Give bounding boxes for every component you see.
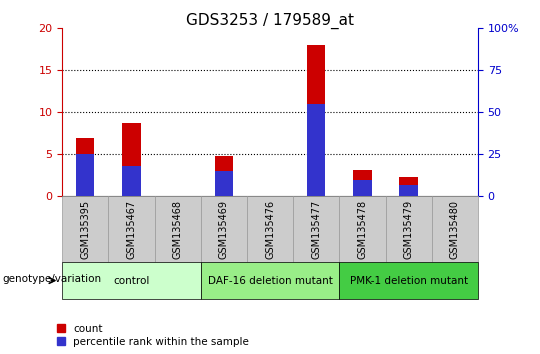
Text: GSM135479: GSM135479 (403, 200, 414, 259)
Bar (214, 171, 233, 196)
Text: GSM135476: GSM135476 (265, 200, 275, 259)
Text: PMK-1 deletion mutant: PMK-1 deletion mutant (349, 275, 468, 286)
Text: GSM135469: GSM135469 (219, 200, 229, 259)
Bar (400, 177, 418, 196)
Text: DAF-16 deletion mutant: DAF-16 deletion mutant (207, 275, 333, 286)
Text: control: control (113, 275, 150, 286)
Bar (76, 154, 94, 196)
Text: GSM135467: GSM135467 (126, 200, 137, 259)
Text: GSM135480: GSM135480 (450, 200, 460, 259)
Legend: count, percentile rank within the sample: count, percentile rank within the sample (57, 324, 249, 347)
Text: GSM135468: GSM135468 (173, 200, 183, 259)
Bar (400, 185, 418, 196)
Text: GSM135395: GSM135395 (80, 200, 90, 259)
Text: GSM135478: GSM135478 (357, 200, 367, 259)
Bar (122, 166, 140, 196)
Bar (76, 138, 94, 196)
Text: genotype/variation: genotype/variation (3, 274, 102, 284)
Text: GDS3253 / 179589_at: GDS3253 / 179589_at (186, 12, 354, 29)
Bar (353, 180, 372, 196)
Text: GSM135477: GSM135477 (311, 200, 321, 259)
Bar (122, 123, 140, 196)
Bar (353, 170, 372, 196)
Bar (307, 104, 326, 196)
Bar (307, 45, 326, 196)
Bar (214, 156, 233, 196)
